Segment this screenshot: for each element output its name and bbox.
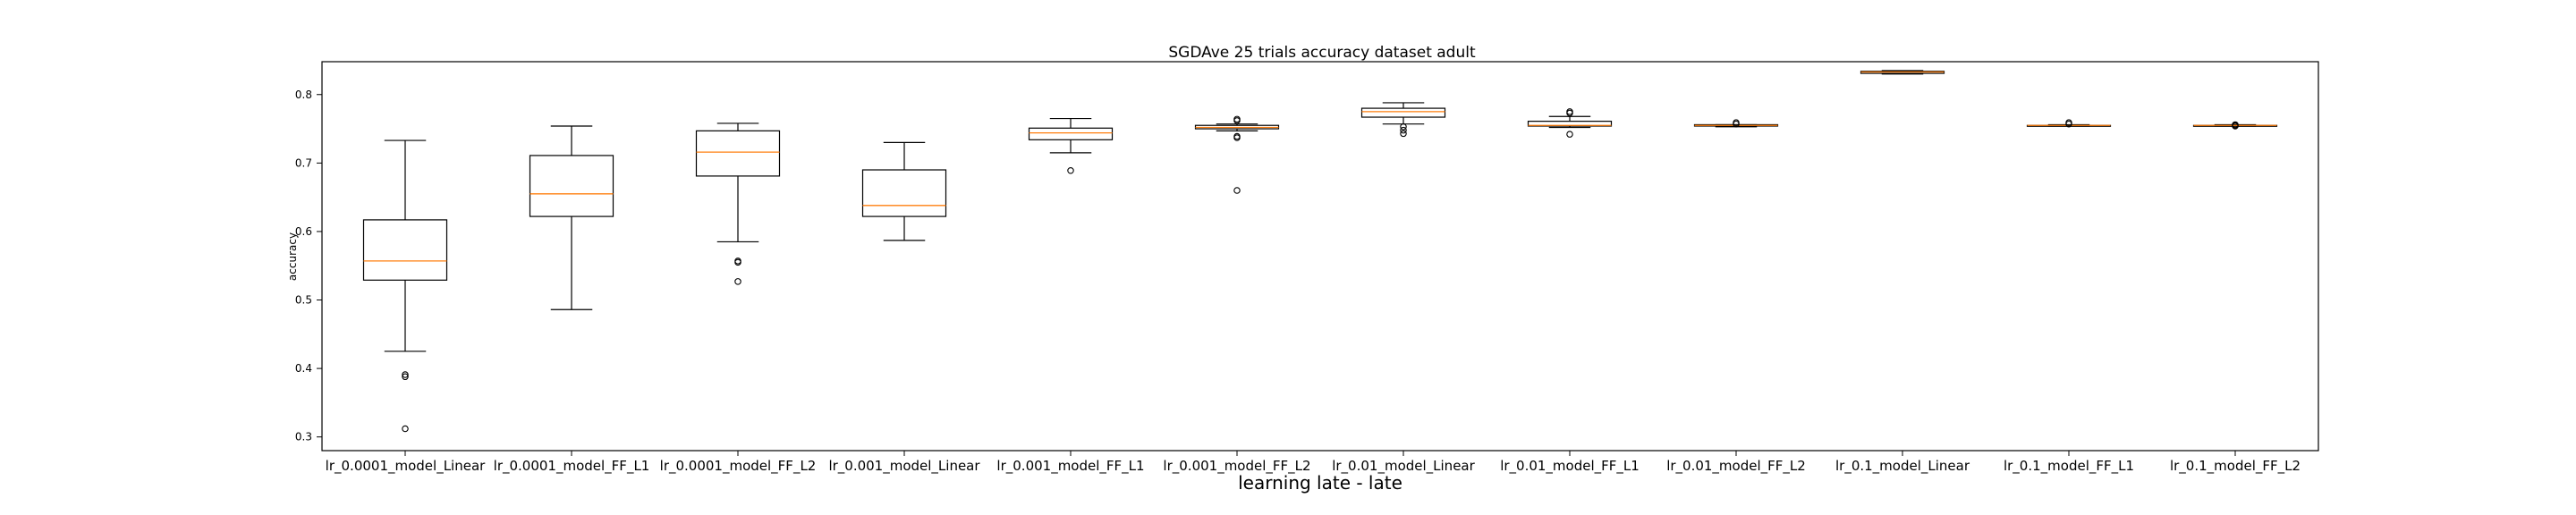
outlier-point bbox=[1400, 126, 1407, 134]
y-tick-label: 0.3 bbox=[295, 431, 312, 443]
outlier-point bbox=[1566, 131, 1573, 138]
box-group bbox=[362, 139, 448, 433]
outlier-point bbox=[1233, 134, 1241, 141]
y-tick-label: 0.5 bbox=[295, 294, 312, 307]
iqr-box bbox=[1028, 127, 1114, 140]
y-tick-label: 0.7 bbox=[295, 156, 312, 169]
box-group bbox=[2192, 121, 2278, 130]
iqr-box bbox=[362, 219, 448, 281]
outlier-point bbox=[1566, 109, 1573, 117]
y-tick-label: 0.8 bbox=[295, 89, 312, 101]
outlier-point bbox=[402, 373, 409, 381]
box-group bbox=[861, 141, 947, 241]
outlier-point bbox=[734, 278, 741, 285]
x-tick-label: lr_0.001_model_FF_L2 bbox=[1163, 458, 1310, 475]
outlier-point bbox=[1067, 167, 1074, 174]
box-group bbox=[1693, 119, 1779, 128]
box-group bbox=[1527, 108, 1613, 138]
x-tick-label: lr_0.1_model_FF_L2 bbox=[2170, 458, 2301, 475]
outlier-point bbox=[2232, 122, 2239, 130]
y-tick-label: 0.4 bbox=[295, 362, 312, 375]
x-tick-label: lr_0.0001_model_FF_L1 bbox=[494, 458, 650, 475]
x-tick-label: lr_0.0001_model_FF_L2 bbox=[660, 458, 817, 475]
x-tick-label: lr_0.001_model_Linear bbox=[828, 458, 980, 475]
x-tick-label: lr_0.1_model_FF_L1 bbox=[2004, 458, 2134, 475]
x-axis: lr_0.0001_model_Linear lr_0.0001_model_FF… bbox=[326, 451, 2301, 475]
chart-title: SGDAve 25 trials accuracy dataset adult bbox=[1168, 44, 1476, 62]
x-tick-label: lr_0.01_model_FF_L1 bbox=[1500, 458, 1640, 475]
outlier-point bbox=[402, 425, 409, 433]
x-tick-label: lr_0.01_model_Linear bbox=[1332, 458, 1475, 475]
outlier-point bbox=[734, 258, 741, 266]
outlier-point bbox=[1733, 120, 1740, 128]
boxes-layer bbox=[362, 70, 2278, 433]
outlier-point bbox=[402, 371, 409, 378]
x-tick-label: lr_0.1_model_Linear bbox=[1835, 458, 1970, 475]
iqr-box bbox=[1360, 107, 1446, 118]
box-group bbox=[1028, 117, 1114, 174]
outlier-point bbox=[1233, 187, 1241, 194]
y-tick-label: 0.6 bbox=[295, 225, 312, 238]
box-group bbox=[529, 125, 614, 310]
box-group bbox=[1360, 102, 1446, 138]
iqr-box bbox=[695, 130, 781, 177]
y-axis: 0.3 0.4 0.5 0.6 0.7 0.8 bbox=[295, 89, 322, 443]
x-tick-label: lr_0.001_model_FF_L1 bbox=[996, 458, 1144, 475]
outlier-point bbox=[1400, 130, 1407, 138]
box-group bbox=[1860, 70, 1945, 75]
box-group bbox=[695, 122, 781, 285]
iqr-box bbox=[529, 155, 614, 217]
box-group bbox=[2026, 119, 2112, 128]
x-axis-label: learning late - late bbox=[1238, 472, 1402, 494]
outlier-point bbox=[1233, 117, 1241, 124]
plot-area-frame bbox=[321, 61, 2319, 452]
x-tick-label: lr_0.01_model_FF_L2 bbox=[1666, 458, 1806, 475]
outlier-point bbox=[2065, 120, 2072, 128]
box-group bbox=[1194, 115, 1280, 194]
iqr-box bbox=[1527, 121, 1613, 127]
outlier-point bbox=[1400, 123, 1407, 131]
iqr-box bbox=[861, 169, 947, 217]
x-tick-label: lr_0.0001_model_Linear bbox=[326, 458, 486, 475]
y-axis-label: accuracy bbox=[286, 232, 299, 281]
